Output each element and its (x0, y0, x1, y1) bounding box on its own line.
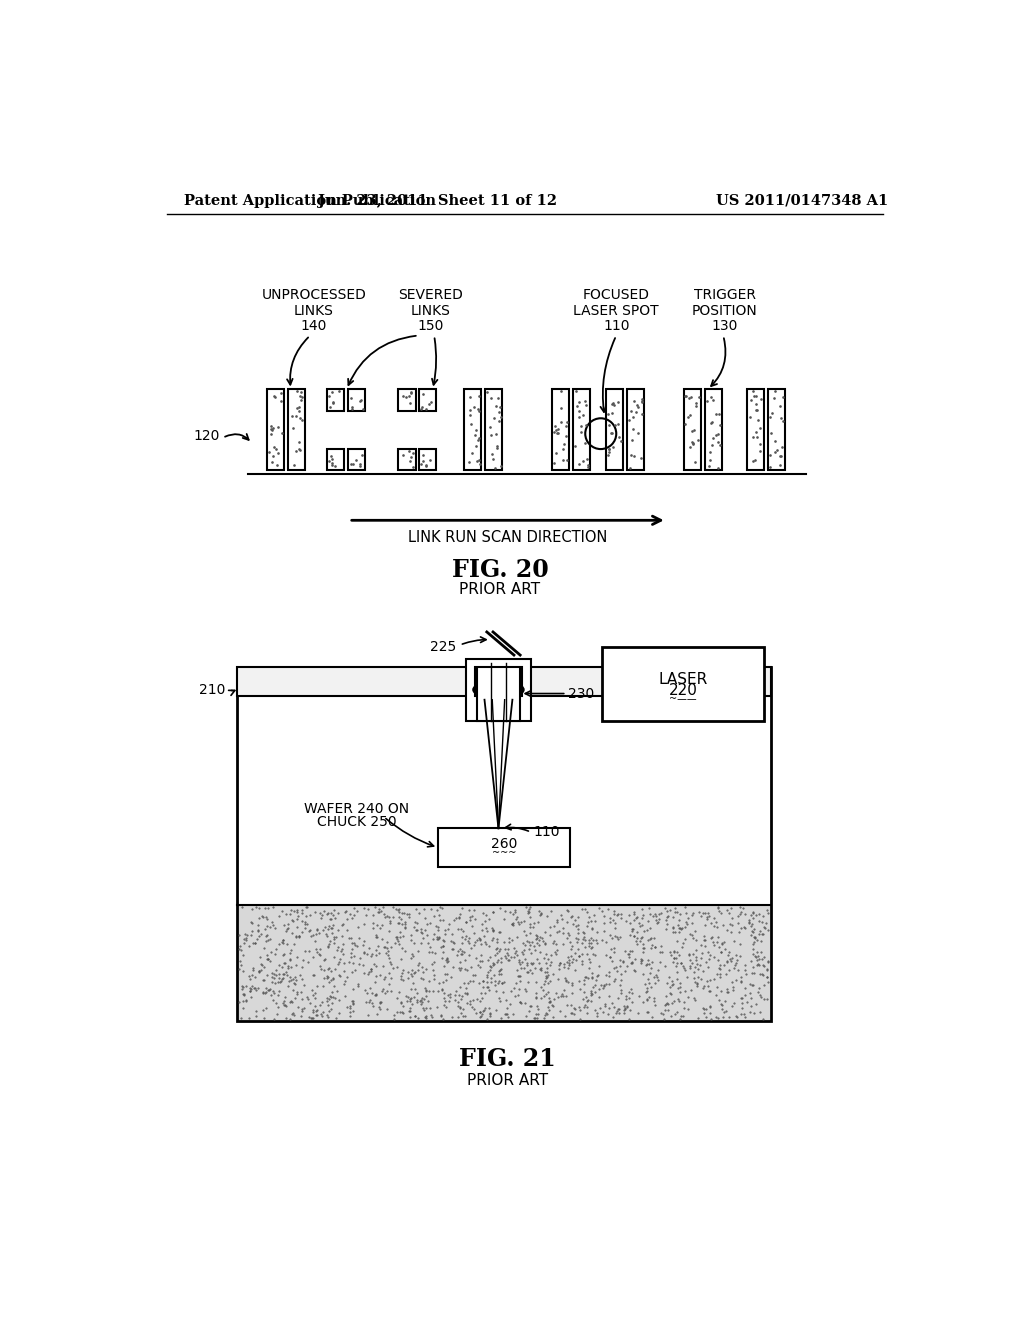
Text: 210: 210 (199, 682, 225, 697)
Text: 230: 230 (568, 686, 595, 701)
Bar (328, 389, 344, 411)
Text: SEVERED: SEVERED (397, 289, 463, 302)
Bar (602, 647, 764, 721)
Text: US 2011/0147348 A1: US 2011/0147348 A1 (716, 194, 889, 207)
Text: PRIOR ART: PRIOR ART (467, 1073, 548, 1088)
Text: Jun. 23, 2011  Sheet 11 of 12: Jun. 23, 2011 Sheet 11 of 12 (318, 194, 557, 207)
Bar (705, 389, 722, 470)
Bar (552, 389, 569, 470)
Bar (348, 449, 366, 470)
Text: 120: 120 (194, 429, 219, 442)
Text: LINKS: LINKS (294, 304, 334, 318)
Bar (606, 389, 624, 470)
Text: 150: 150 (417, 319, 443, 333)
Text: FIG. 21: FIG. 21 (460, 1047, 556, 1072)
Bar (464, 389, 481, 470)
Text: 110: 110 (534, 825, 560, 840)
Ellipse shape (473, 681, 523, 698)
Text: FIG. 20: FIG. 20 (452, 558, 549, 582)
Bar (477, 667, 520, 721)
Text: FOCUSED: FOCUSED (583, 289, 650, 302)
Bar (237, 667, 771, 696)
Text: 260: 260 (490, 837, 517, 850)
Text: TRIGGER: TRIGGER (693, 289, 756, 302)
Bar (466, 659, 531, 721)
Bar (627, 389, 644, 470)
Bar (748, 389, 764, 470)
Text: 140: 140 (301, 319, 328, 333)
Text: LASER SPOT: LASER SPOT (573, 304, 659, 318)
Text: 130: 130 (712, 319, 738, 333)
Bar (684, 389, 700, 470)
Bar (237, 667, 771, 1020)
Text: 225: 225 (430, 640, 456, 655)
Text: LASER: LASER (658, 672, 708, 686)
Text: ~——: ~—— (669, 693, 696, 702)
Text: UNPROCESSED: UNPROCESSED (261, 289, 367, 302)
Bar (238, 906, 770, 1020)
Text: CHUCK 250: CHUCK 250 (316, 816, 396, 829)
Text: LINKS: LINKS (411, 304, 451, 318)
Bar (398, 449, 416, 470)
Bar (348, 389, 366, 411)
Text: PRIOR ART: PRIOR ART (460, 582, 541, 597)
Bar (485, 389, 503, 470)
Bar (288, 389, 305, 470)
Bar (266, 389, 284, 470)
Text: ~~~: ~~~ (492, 847, 516, 858)
Bar (420, 389, 436, 411)
Bar (398, 389, 416, 411)
Text: Patent Application Publication: Patent Application Publication (183, 194, 436, 207)
Text: 220: 220 (669, 682, 697, 697)
Text: 110: 110 (603, 319, 630, 333)
Bar (475, 667, 521, 696)
Bar (328, 449, 344, 470)
Text: WAFER 240 ON: WAFER 240 ON (304, 803, 410, 816)
Bar (438, 829, 569, 867)
Text: LINK RUN SCAN DIRECTION: LINK RUN SCAN DIRECTION (408, 529, 607, 545)
Bar (420, 449, 436, 470)
Text: POSITION: POSITION (692, 304, 758, 318)
Bar (768, 389, 785, 470)
Bar (572, 389, 590, 470)
